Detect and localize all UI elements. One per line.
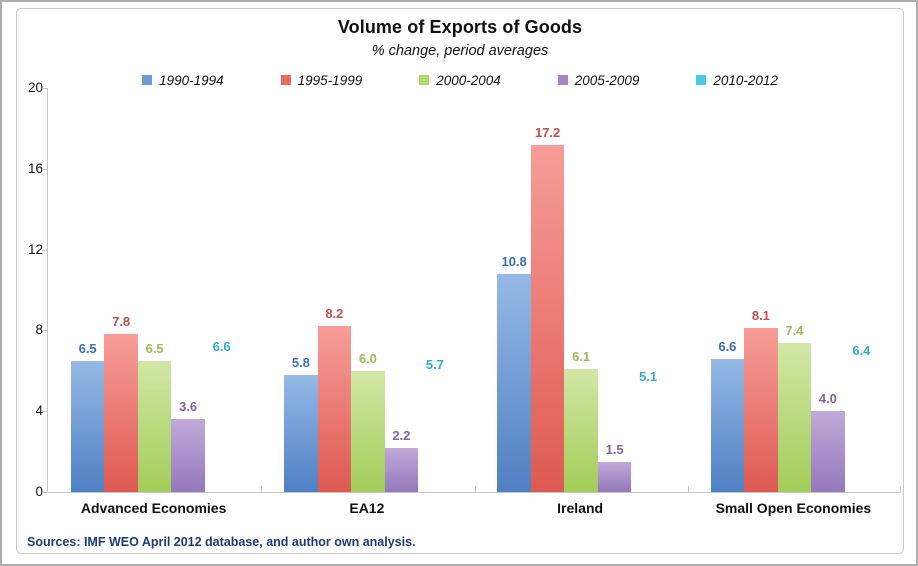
chart-frame: Volume of Exports of Goods % change, per… bbox=[16, 8, 904, 554]
plot-area: 0 4 8 12 16 20 6.5 7.8 6.5 3.6 6.6 5.8 8.2 6.0 2.2 5.7 1… bbox=[28, 80, 901, 499]
bar-value-label: 6.5 bbox=[78, 340, 97, 356]
bar-2000-2004-Advanced Economies bbox=[137, 360, 172, 492]
bar-value-label: 6.5 bbox=[145, 340, 164, 356]
bar-value-label: 2.2 bbox=[392, 427, 411, 443]
bar-value-label: 5.8 bbox=[291, 354, 310, 370]
y-axis-tick-label: 4 bbox=[35, 403, 43, 419]
y-axis-tick bbox=[42, 168, 47, 170]
legend-marker-icon bbox=[557, 75, 568, 85]
bar-value-label: 6.6 bbox=[212, 338, 231, 354]
bar-2005-2009-Ireland bbox=[597, 461, 632, 492]
x-axis-tick bbox=[474, 486, 476, 492]
legend-marker-icon bbox=[696, 75, 707, 85]
y-axis-tick-label: 12 bbox=[27, 241, 43, 257]
y-axis-tick bbox=[42, 249, 47, 251]
bar-1990-1994-EA12 bbox=[284, 374, 318, 492]
bar-1990-1994-Small Open Economies bbox=[710, 358, 745, 492]
bar-2005-2009-Small Open Economies bbox=[811, 411, 845, 492]
bar-value-label: 3.6 bbox=[179, 399, 198, 415]
x-axis-tick bbox=[687, 486, 689, 492]
legend-item-2005-2009: 2005-2009 bbox=[557, 72, 640, 88]
bar-2010-2012-Small Open Economies bbox=[845, 363, 879, 492]
bar-value-label: 5.1 bbox=[639, 368, 658, 384]
legend-marker-icon bbox=[142, 75, 153, 85]
legend-item-1990-1994: 1990-1994 bbox=[142, 73, 224, 88]
bar-value-label: 4.0 bbox=[818, 391, 837, 407]
bar-1995-1999-Advanced Economies bbox=[104, 334, 138, 492]
y-axis-tick-label: 20 bbox=[27, 80, 43, 95]
y-axis-tick bbox=[42, 411, 47, 413]
bar-value-label: 8.1 bbox=[751, 308, 770, 324]
legend-item-2010-2012: 2010-2012 bbox=[696, 73, 778, 88]
bar-value-label: 6.1 bbox=[572, 348, 591, 364]
y-axis-tick bbox=[42, 330, 47, 332]
bar-value-label: 1.5 bbox=[605, 441, 624, 457]
legend-item-1995-1999: 1995-1999 bbox=[280, 72, 363, 88]
bar-value-label: 7.4 bbox=[785, 322, 804, 338]
chart-subtitle: % change, period averages bbox=[371, 43, 549, 59]
bar-1990-1994-Ireland bbox=[497, 273, 531, 492]
bar-2005-2009-Advanced Economies bbox=[171, 419, 205, 492]
bar-2010-2012-EA12 bbox=[418, 377, 452, 492]
category-label-Advanced Economies: Advanced Economies bbox=[80, 500, 227, 516]
y-axis-tick bbox=[42, 492, 47, 493]
bar-value-label: 6.0 bbox=[358, 350, 377, 366]
y-axis-tick bbox=[42, 88, 47, 89]
bar-1995-1999-Ireland bbox=[530, 144, 565, 492]
bar-2005-2009-EA12 bbox=[384, 447, 419, 492]
legend-label: 1995-1999 bbox=[297, 72, 363, 88]
bar-value-label: 17.2 bbox=[534, 124, 561, 140]
x-axis-tick bbox=[900, 486, 901, 492]
bar-value-label: 10.8 bbox=[501, 253, 527, 269]
category-label-EA12: EA12 bbox=[349, 500, 385, 516]
legend-marker-icon bbox=[280, 75, 291, 85]
bar-value-label: 6.6 bbox=[718, 338, 737, 354]
bar-2000-2004-Ireland bbox=[564, 368, 598, 492]
legend-label: 2005-2009 bbox=[574, 72, 640, 88]
bar-1990-1994-Advanced Economies bbox=[70, 360, 105, 492]
x-axis-tick bbox=[261, 486, 263, 492]
bar-2000-2004-EA12 bbox=[351, 370, 385, 492]
legend-label: 2000-2004 bbox=[436, 72, 501, 88]
bar-1995-1999-EA12 bbox=[317, 326, 352, 492]
category-label-Ireland: Ireland bbox=[557, 500, 604, 516]
bar-value-label: 5.7 bbox=[425, 356, 444, 372]
legend-marker-icon bbox=[419, 75, 430, 85]
bar-value-label: 8.2 bbox=[325, 306, 344, 322]
bar-value-label: 6.4 bbox=[852, 342, 871, 358]
bar-2010-2012-Advanced Economies bbox=[205, 359, 239, 492]
bar-value-label: 7.8 bbox=[112, 314, 131, 330]
legend-label: 1990-1994 bbox=[159, 72, 224, 88]
bar-2010-2012-Ireland bbox=[631, 389, 665, 492]
y-axis-tick-label: 0 bbox=[35, 484, 43, 499]
y-axis-tick-label: 8 bbox=[35, 322, 43, 338]
legend-item-2000-2004: 2000-2004 bbox=[419, 73, 501, 88]
y-axis-tick-label: 16 bbox=[27, 160, 43, 176]
legend-label: 2010-2012 bbox=[713, 72, 778, 88]
chart-title: Volume of Exports of Goods bbox=[337, 17, 583, 37]
legend: 1990-1994 1995-1999 2000-2004 2005-2009 2010… bbox=[17, 70, 903, 90]
bar-2000-2004-Small Open Economies bbox=[777, 342, 812, 492]
bar-1995-1999-Small Open Economies bbox=[744, 328, 778, 492]
category-label-Small Open Economies: Small Open Economies bbox=[715, 500, 872, 516]
source-note: Sources: IMF WEO April 2012 database, an… bbox=[27, 535, 416, 549]
